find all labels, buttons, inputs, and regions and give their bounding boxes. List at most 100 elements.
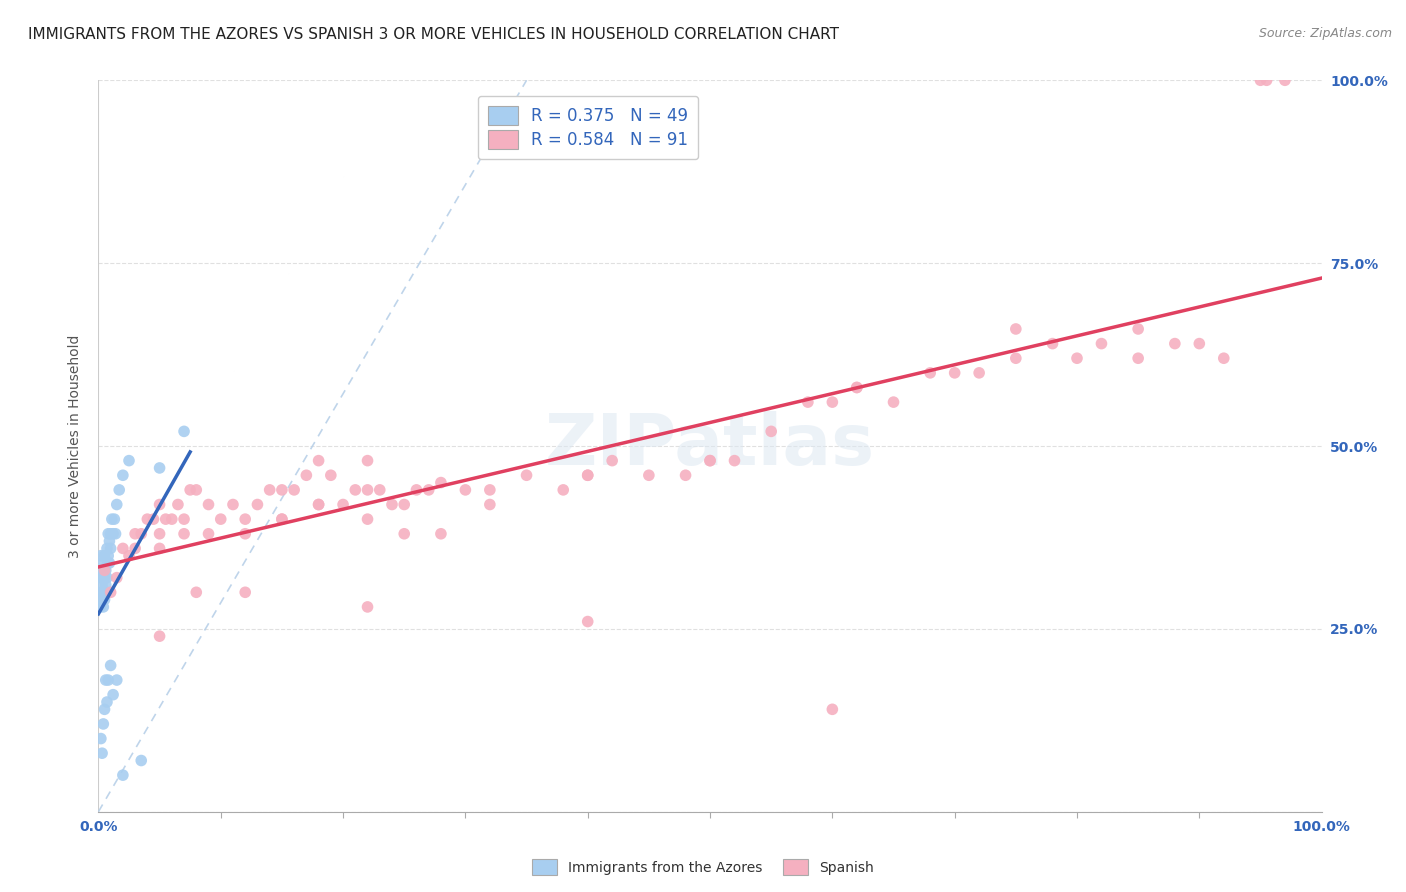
Point (186, 585, 208, 599)
Text: Source: ZipAtlas.com: Source: ZipAtlas.com (1258, 27, 1392, 40)
Point (90, 571, 112, 585)
Point (883, 395, 905, 409)
Y-axis label: 3 or more Vehicles in Household: 3 or more Vehicles in Household (69, 334, 83, 558)
Point (723, 453, 745, 467)
Point (845, 380, 868, 394)
Point (101, 688, 124, 702)
Point (124, 526, 146, 541)
Point (576, 468, 599, 483)
Point (845, 380, 868, 394)
Point (91, 746, 114, 760)
Point (405, 483, 427, 497)
Point (89, 599, 111, 614)
Point (1066, 351, 1088, 366)
Point (98, 534, 121, 549)
Point (233, 526, 256, 541)
Point (675, 468, 697, 483)
Point (149, 541, 172, 556)
Point (344, 483, 367, 497)
Point (167, 498, 190, 512)
Point (93, 702, 115, 716)
Point (600, 453, 623, 467)
Point (1274, 73, 1296, 87)
Point (105, 571, 128, 585)
Point (96, 541, 118, 556)
Point (149, 498, 172, 512)
Point (104, 526, 127, 541)
Point (943, 366, 966, 380)
Point (97, 549, 120, 563)
Text: IMMIGRANTS FROM THE AZORES VS SPANISH 3 OR MORE VEHICLES IN HOUSEHOLD CORRELATIO: IMMIGRANTS FROM THE AZORES VS SPANISH 3 … (28, 27, 839, 42)
Legend: Immigrants from the Azores, Spanish: Immigrants from the Azores, Spanish (526, 854, 880, 880)
Text: ZIPatlas: ZIPatlas (546, 411, 875, 481)
Point (356, 512, 378, 526)
Point (101, 512, 124, 526)
Point (89, 571, 111, 585)
Point (94, 563, 117, 577)
Point (105, 673, 128, 687)
Point (332, 498, 354, 512)
Point (93, 563, 115, 577)
Point (91, 556, 114, 570)
Point (91, 585, 114, 599)
Point (129, 526, 152, 541)
Point (91, 563, 114, 577)
Point (96, 571, 118, 585)
Point (90, 731, 112, 746)
Point (186, 483, 208, 497)
Point (129, 754, 152, 768)
Point (93, 549, 115, 563)
Point (90, 549, 112, 563)
Point (197, 498, 219, 512)
Point (100, 585, 122, 599)
Point (173, 512, 195, 526)
Point (233, 585, 256, 599)
Point (91, 592, 114, 607)
Point (699, 453, 721, 467)
Point (100, 541, 122, 556)
Point (356, 483, 378, 497)
Point (1128, 322, 1150, 336)
Point (270, 483, 294, 497)
Point (1128, 351, 1150, 366)
Point (149, 461, 172, 475)
Point (108, 483, 131, 497)
Point (100, 526, 122, 541)
Point (308, 498, 330, 512)
Point (91, 578, 114, 592)
Point (124, 541, 146, 556)
Point (418, 483, 440, 497)
Point (90, 585, 112, 599)
Point (111, 768, 134, 782)
Point (97, 556, 120, 570)
Legend: R = 0.375   N = 49, R = 0.584   N = 91: R = 0.375 N = 49, R = 0.584 N = 91 (478, 96, 697, 160)
Point (100, 658, 122, 673)
Point (103, 512, 125, 526)
Point (761, 425, 783, 439)
Point (142, 512, 165, 526)
Point (97, 673, 120, 687)
Point (699, 453, 721, 467)
Point (270, 512, 294, 526)
Point (197, 526, 219, 541)
Point (283, 483, 305, 497)
Point (101, 526, 124, 541)
Point (209, 512, 232, 526)
Point (160, 512, 183, 526)
Point (149, 526, 172, 541)
Point (98, 556, 121, 570)
Point (1250, 73, 1272, 87)
Point (111, 541, 134, 556)
Point (516, 468, 538, 483)
Point (1212, 351, 1234, 366)
Point (381, 498, 404, 512)
Point (478, 483, 501, 497)
Point (1042, 336, 1064, 351)
Point (155, 512, 177, 526)
Point (118, 549, 141, 563)
Point (93, 585, 115, 599)
Point (173, 425, 195, 439)
Point (821, 702, 844, 716)
Point (91, 599, 114, 614)
Point (368, 483, 391, 497)
